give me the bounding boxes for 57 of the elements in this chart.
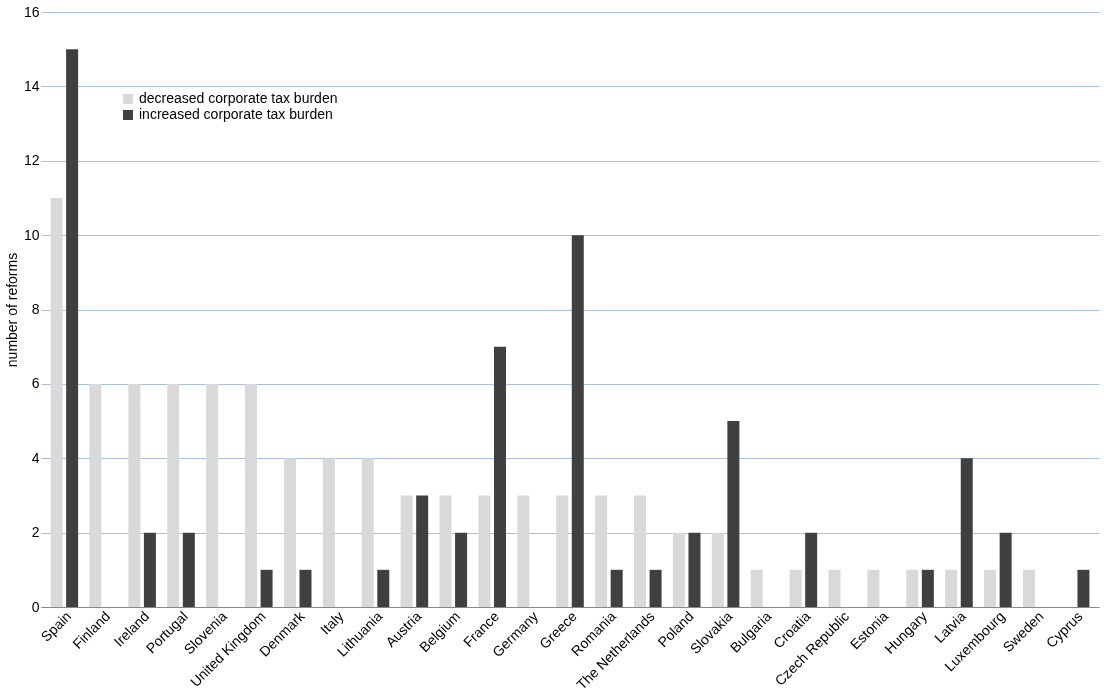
- bar: [805, 532, 818, 607]
- y-tick-label: 4: [31, 449, 40, 466]
- bar: [999, 532, 1012, 607]
- bar: [634, 495, 647, 607]
- bar: [711, 532, 724, 607]
- bar: [416, 495, 429, 607]
- bar: [128, 383, 141, 607]
- bar: [921, 569, 934, 607]
- bar: [245, 383, 258, 607]
- bar: [361, 458, 374, 607]
- legend-label: increased corporate tax burden: [139, 106, 333, 122]
- bar: [688, 532, 701, 607]
- y-tick-label: 14: [23, 77, 40, 94]
- bar: [1022, 569, 1035, 607]
- bar: [182, 532, 195, 607]
- bar: [945, 569, 958, 607]
- bar: [400, 495, 413, 607]
- y-axis-title: number of reforms: [3, 252, 20, 368]
- bar: [960, 458, 973, 607]
- bar: [984, 569, 997, 607]
- bar: [556, 495, 569, 607]
- bar: [260, 569, 273, 607]
- bar: [283, 458, 296, 607]
- y-tick-label: 10: [23, 226, 40, 243]
- bar: [727, 421, 740, 607]
- bar: [595, 495, 608, 607]
- bar: [439, 495, 452, 607]
- y-tick-label: 8: [31, 301, 40, 317]
- bar: [167, 383, 180, 607]
- bar: [89, 383, 102, 607]
- bar: [206, 383, 219, 607]
- bar: [828, 569, 841, 607]
- bar: [867, 569, 880, 607]
- y-tick-label: 2: [31, 524, 40, 541]
- bar: [50, 197, 63, 607]
- bar: [66, 49, 79, 607]
- bar: [455, 532, 468, 607]
- legend-label: decreased corporate tax burden: [139, 90, 338, 106]
- bar: [610, 569, 623, 607]
- bar: [1077, 569, 1090, 607]
- y-tick-label: 16: [23, 3, 40, 20]
- y-tick-label: 0: [31, 598, 40, 615]
- bar: [750, 569, 763, 607]
- bar: [478, 495, 491, 607]
- bar: [649, 569, 662, 607]
- bar: [143, 532, 156, 607]
- y-tick-label: 12: [23, 152, 40, 169]
- bar: [906, 569, 919, 607]
- bar: [493, 346, 506, 607]
- bar: [571, 235, 584, 607]
- bar: [299, 569, 312, 607]
- bar: [517, 495, 530, 607]
- y-tick-label: 6: [31, 375, 40, 392]
- bar: [672, 532, 685, 607]
- bar: [789, 569, 802, 607]
- bar: [377, 569, 390, 607]
- bar: [322, 458, 335, 607]
